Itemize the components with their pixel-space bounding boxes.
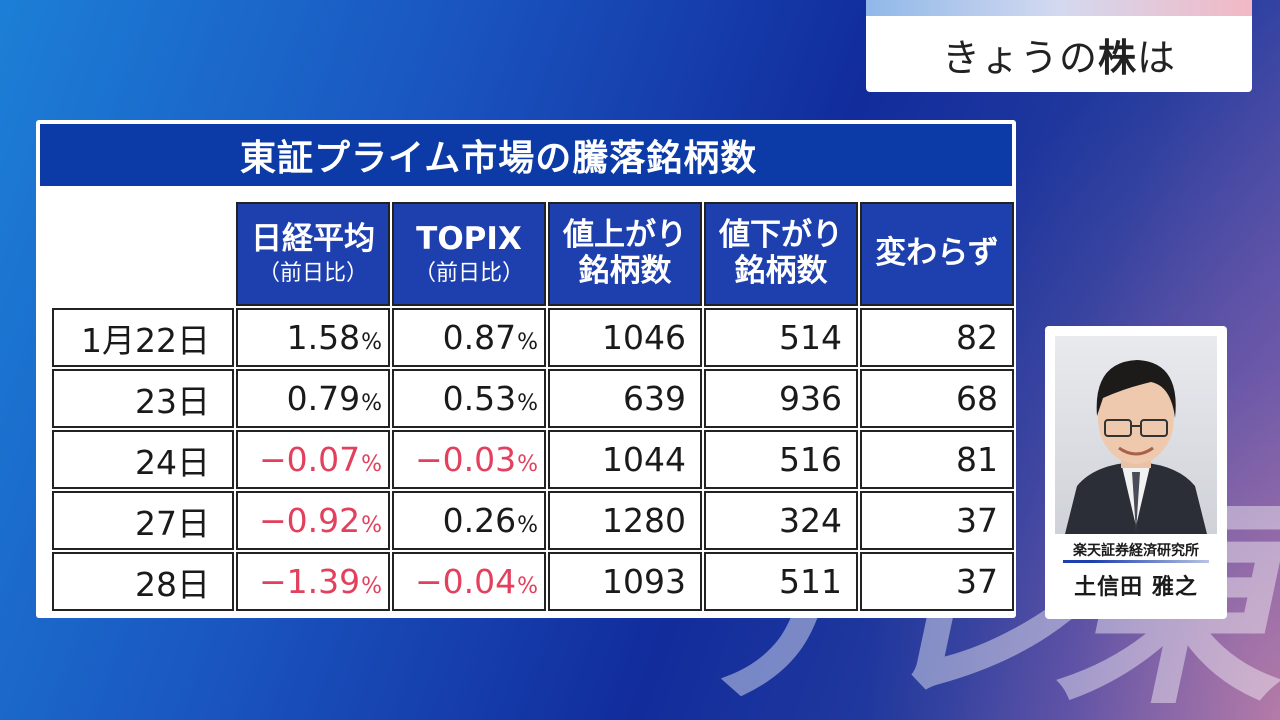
topix-cell-value: 0.26 — [442, 501, 517, 540]
stock-table: 日経平均 （前日比） TOPIX （前日比） 値上がり 銘柄数 値下がり 銘柄数 変わら… — [50, 200, 1016, 613]
unchanged-cell: 37 — [860, 491, 1014, 550]
declining-cell-value: 511 — [779, 562, 842, 601]
declining-cell: 936 — [704, 369, 858, 428]
declining-cell: 324 — [704, 491, 858, 550]
topix-cell-value: −0.03 — [414, 440, 517, 479]
nikkei-cell-value: −1.39 — [258, 562, 361, 601]
unchanged-cell: 82 — [860, 308, 1014, 367]
table-row: 1月22日 1.58% 0.87% 1046 514 82 — [52, 308, 1014, 367]
percent-sign: % — [361, 452, 382, 477]
stock-table-panel: 東証プライム市場の騰落銘柄数 日経平均 （前日比） TOPIX （前日比） 値上がり… — [36, 120, 1016, 618]
nikkei-cell: 1.58% — [236, 308, 390, 367]
guest-photo — [1055, 336, 1217, 534]
nikkei-cell: −0.92% — [236, 491, 390, 550]
unchanged-cell-value: 37 — [956, 562, 998, 601]
declining-cell: 511 — [704, 552, 858, 611]
nikkei-cell-value: −0.92 — [258, 501, 361, 540]
date-cell-value: 24日 — [135, 442, 210, 482]
unchanged-cell: 68 — [860, 369, 1014, 428]
topix-cell: −0.04% — [392, 552, 546, 611]
corner-title-tail: は — [1137, 35, 1177, 80]
corner-title-strip — [866, 0, 1252, 16]
topix-cell: −0.03% — [392, 430, 546, 489]
guest-org: 楽天証券経済研究所 — [1073, 543, 1199, 559]
date-cell: 23日 — [52, 369, 234, 428]
table-row: 28日 −1.39% −0.04% 1093 511 37 — [52, 552, 1014, 611]
advancing-cell-value: 1093 — [602, 562, 686, 601]
header-topix: TOPIX （前日比） — [392, 202, 546, 306]
advancing-cell: 1093 — [548, 552, 702, 611]
unchanged-cell-value: 81 — [956, 440, 998, 479]
table-row: 23日 0.79% 0.53% 639 936 68 — [52, 369, 1014, 428]
guest-card: 楽天証券経済研究所 土信田 雅之 — [1045, 326, 1227, 619]
corner-title-bold: 株 — [1097, 35, 1137, 80]
unchanged-cell-value: 68 — [956, 379, 998, 418]
advancing-cell: 1280 — [548, 491, 702, 550]
unchanged-cell: 81 — [860, 430, 1014, 489]
header-unchanged: 変わらず — [860, 202, 1014, 306]
nikkei-cell: 0.79% — [236, 369, 390, 428]
nikkei-cell-value: −0.07 — [258, 440, 361, 479]
nikkei-cell-value: 1.58 — [286, 318, 361, 357]
advancing-cell-value: 1044 — [602, 440, 686, 479]
nikkei-cell-value: 0.79 — [286, 379, 361, 418]
advancing-cell-value: 1046 — [602, 318, 686, 357]
percent-sign: % — [361, 513, 382, 538]
panel-title: 東証プライム市場の騰落銘柄数 — [40, 124, 1012, 186]
unchanged-cell: 37 — [860, 552, 1014, 611]
header-advancing: 値上がり 銘柄数 — [548, 202, 702, 306]
date-cell-value: 23日 — [135, 381, 210, 421]
topix-cell-value: −0.04 — [414, 562, 517, 601]
topix-cell-value: 0.87 — [442, 318, 517, 357]
unchanged-cell-value: 82 — [956, 318, 998, 357]
table-row: 27日 −0.92% 0.26% 1280 324 37 — [52, 491, 1014, 550]
nikkei-cell: −1.39% — [236, 552, 390, 611]
nikkei-cell: −0.07% — [236, 430, 390, 489]
person-icon — [1065, 360, 1207, 534]
advancing-cell-value: 639 — [623, 379, 686, 418]
corner-title: きょうの株は — [866, 16, 1252, 92]
date-cell: 27日 — [52, 491, 234, 550]
declining-cell-value: 324 — [779, 501, 842, 540]
header-empty — [52, 202, 234, 306]
declining-cell-value: 516 — [779, 440, 842, 479]
percent-sign: % — [361, 391, 382, 416]
header-nikkei: 日経平均 （前日比） — [236, 202, 390, 306]
percent-sign: % — [517, 330, 538, 355]
header-declining: 値下がり 銘柄数 — [704, 202, 858, 306]
unchanged-cell-value: 37 — [956, 501, 998, 540]
declining-cell: 514 — [704, 308, 858, 367]
declining-cell-value: 514 — [779, 318, 842, 357]
advancing-cell: 639 — [548, 369, 702, 428]
date-cell: 1月22日 — [52, 308, 234, 367]
guest-name: 土信田 雅之 — [1074, 575, 1198, 600]
date-cell-value: 28日 — [135, 564, 210, 604]
advancing-cell-value: 1280 — [602, 501, 686, 540]
percent-sign: % — [361, 574, 382, 599]
corner-title-text: きょうの — [941, 35, 1098, 80]
percent-sign: % — [517, 391, 538, 416]
percent-sign: % — [517, 574, 538, 599]
declining-cell: 516 — [704, 430, 858, 489]
topix-cell: 0.26% — [392, 491, 546, 550]
topix-cell: 0.87% — [392, 308, 546, 367]
guest-divider — [1063, 560, 1209, 563]
advancing-cell: 1044 — [548, 430, 702, 489]
advancing-cell: 1046 — [548, 308, 702, 367]
topix-cell-value: 0.53 — [442, 379, 517, 418]
percent-sign: % — [361, 330, 382, 355]
percent-sign: % — [517, 513, 538, 538]
percent-sign: % — [517, 452, 538, 477]
date-cell-value: 1月22日 — [81, 320, 210, 360]
date-cell: 24日 — [52, 430, 234, 489]
date-cell-value: 27日 — [135, 503, 210, 543]
table-row: 24日 −0.07% −0.03% 1044 516 81 — [52, 430, 1014, 489]
declining-cell-value: 936 — [779, 379, 842, 418]
date-cell: 28日 — [52, 552, 234, 611]
topix-cell: 0.53% — [392, 369, 546, 428]
table-wrap: 日経平均 （前日比） TOPIX （前日比） 値上がり 銘柄数 値下がり 銘柄数 変わら… — [50, 200, 1016, 613]
header-row: 日経平均 （前日比） TOPIX （前日比） 値上がり 銘柄数 値下がり 銘柄数 変わら… — [52, 202, 1014, 306]
